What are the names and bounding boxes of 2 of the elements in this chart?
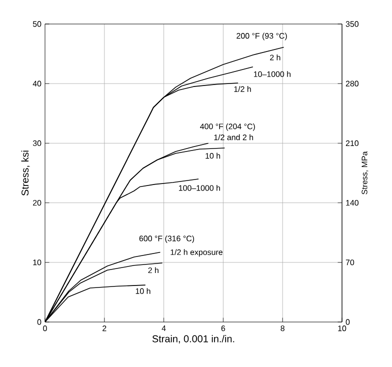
x-axis-title: Strain, 0.001 in./in. bbox=[152, 335, 234, 344]
y-axis-title: Stress, ksi bbox=[21, 150, 30, 196]
